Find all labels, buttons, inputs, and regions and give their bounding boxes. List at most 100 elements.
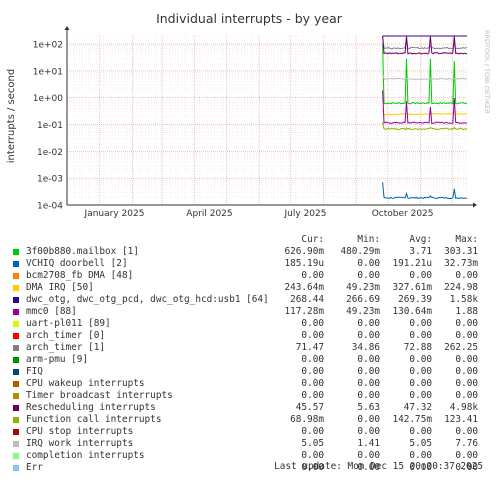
- legend-min-value: 49.23m: [346, 306, 380, 317]
- legend-cur-value: 243.64m: [284, 282, 324, 293]
- legend-max-value: 0.00: [455, 270, 478, 281]
- legend-row: uart-pl011 [89] 0.00 0.00 0.00 0.00: [0, 318, 497, 330]
- y-tick-label: 1e+02: [33, 41, 63, 51]
- legend-avg-value: 0.00: [409, 426, 432, 437]
- legend-avg-value: 5.05: [409, 438, 432, 449]
- legend-row: arch_timer [1] 71.47 34.86 72.88 262.25: [0, 342, 497, 354]
- legend-cur-value: 0.00: [301, 318, 324, 329]
- legend-avg-value: 269.39: [398, 294, 432, 305]
- legend-row: bcm2708_fb DMA [48] 0.00 0.00 0.00 0.00: [0, 270, 497, 282]
- legend-min-value: 0.00: [357, 414, 380, 425]
- legend-row: Timer broadcast interrupts 0.00 0.00 0.00 0.…: [0, 390, 497, 402]
- legend-series-name: arch_timer [1]: [26, 342, 106, 353]
- legend-series-name: 3f00b880.mailbox [1]: [26, 246, 139, 257]
- x-tick-label: July 2025: [284, 209, 327, 219]
- legend-header-min: Min:: [357, 234, 380, 245]
- series-line: [382, 182, 468, 200]
- legend-avg-value: 0.00: [409, 366, 432, 377]
- legend-cur-value: 0.00: [301, 354, 324, 365]
- legend-row: mmc0 [88] 117.28m 49.23m 130.64m 1.88: [0, 306, 497, 318]
- legend-header-cur: Cur:: [301, 234, 324, 245]
- legend-min-value: 0.00: [357, 378, 380, 389]
- legend-row: IRQ work interrupts 5.05 1.41 5.05 7.76: [0, 438, 497, 450]
- legend-cur-value: 0.00: [301, 462, 324, 473]
- legend-swatch: [13, 309, 19, 315]
- legend-swatch: [13, 369, 19, 375]
- legend-series-name: VCHIQ doorbell [2]: [26, 258, 128, 269]
- legend-swatch: [13, 297, 19, 303]
- legend-min-value: 0.00: [357, 426, 380, 437]
- legend-avg-value: 191.21u: [392, 258, 432, 269]
- legend-row: Rescheduling interrupts 45.57 5.63 47.32 4.9…: [0, 402, 497, 414]
- x-axis-arrow: [473, 202, 477, 208]
- legend-swatch: [13, 273, 19, 279]
- legend-max-value: 224.98: [444, 282, 478, 293]
- legend-max-value: 0.00: [455, 450, 478, 461]
- legend-row: Function call interrupts 68.98m 0.00 142.75…: [0, 414, 497, 426]
- legend-min-value: 0.00: [357, 390, 380, 401]
- legend-row: dwc_otg, dwc_otg_pcd, dwc_otg_hcd:usb1 […: [0, 294, 497, 306]
- legend-swatch: [13, 381, 19, 387]
- legend-max-value: 1.58k: [449, 294, 478, 305]
- legend-cur-value: 0.00: [301, 426, 324, 437]
- legend-series-name: CPU stop interrupts: [26, 426, 134, 437]
- legend-avg-value: 0.00: [409, 354, 432, 365]
- legend-series-name: completion interrupts: [26, 450, 145, 461]
- legend-min-value: 1.41: [357, 438, 380, 449]
- legend-row: DMA IRQ [50] 243.64m 49.23m 327.61m 224.98: [0, 282, 497, 294]
- legend-swatch: [13, 249, 19, 255]
- series-line: [382, 73, 468, 81]
- legend-swatch: [13, 345, 19, 351]
- legend-series-name: Rescheduling interrupts: [26, 402, 156, 413]
- legend-swatch: [13, 285, 19, 291]
- legend-row: completion interrupts 0.00 0.00 0.00 0.00: [0, 450, 497, 462]
- legend-avg-value: 0.00: [409, 270, 432, 281]
- y-axis-arrow: [64, 26, 70, 30]
- legend-cur-value: 68.98m: [290, 414, 324, 425]
- legend-series-name: Timer broadcast interrupts: [26, 390, 173, 401]
- legend-series-name: arch_timer [0]: [26, 330, 106, 341]
- legend-series-name: bcm2708_fb DMA [48]: [26, 270, 134, 281]
- legend-swatch: [13, 441, 19, 447]
- legend-min-value: 0.00: [357, 354, 380, 365]
- legend-row: VCHIQ doorbell [2] 185.19u 0.00 191.21u 32.7…: [0, 258, 497, 270]
- legend-min-value: 34.86: [351, 342, 380, 353]
- legend-max-value: 303.31: [444, 246, 478, 257]
- legend-max-value: 0.00: [455, 318, 478, 329]
- legend-avg-value: 142.75m: [392, 414, 432, 425]
- y-tick-label: 1e-01: [37, 121, 63, 131]
- x-tick-label: October 2025: [372, 209, 434, 219]
- y-tick-label: 1e+00: [33, 94, 64, 104]
- legend-swatch: [13, 453, 19, 459]
- legend-max-value: 123.41: [444, 414, 478, 425]
- legend-avg-value: 0.00: [409, 462, 432, 473]
- legend-cur-value: 0.00: [301, 330, 324, 341]
- series-line: [382, 90, 468, 124]
- legend-cur-value: 0.00: [301, 366, 324, 377]
- legend-series-name: DMA IRQ [50]: [26, 282, 94, 293]
- y-tick-label: 1e-02: [37, 148, 63, 158]
- legend-max-value: 262.25: [444, 342, 478, 353]
- legend-swatch: [13, 405, 19, 411]
- y-tick-label: 1e-04: [37, 202, 63, 212]
- legend-swatch: [13, 333, 19, 339]
- watermark: RRDTOOL / TOBI OETIKER: [483, 30, 491, 114]
- legend-min-value: 0.00: [357, 366, 380, 377]
- legend-row: CPU wakeup interrupts 0.00 0.00 0.00 0.00: [0, 378, 497, 390]
- legend-min-value: 266.69: [346, 294, 380, 305]
- legend-avg-value: 0.00: [409, 330, 432, 341]
- legend-swatch: [13, 261, 19, 267]
- legend-max-value: 0.00: [455, 426, 478, 437]
- legend-max-value: 1.88: [455, 306, 478, 317]
- legend-swatch: [13, 321, 19, 327]
- chart-title: Individual interrupts - by year: [156, 11, 343, 26]
- legend-avg-value: 47.32: [403, 402, 432, 413]
- legend-row: CPU stop interrupts 0.00 0.00 0.00 0.00: [0, 426, 497, 438]
- y-axis-label: interrupts / second: [6, 69, 17, 163]
- legend-swatch: [13, 357, 19, 363]
- legend-cur-value: 268.44: [290, 294, 324, 305]
- legend-series-name: arm-pmu [9]: [26, 354, 89, 365]
- legend-header-max: Max:: [455, 234, 478, 245]
- legend-max-value: 4.98k: [449, 402, 478, 413]
- legend-avg-value: 327.61m: [392, 282, 432, 293]
